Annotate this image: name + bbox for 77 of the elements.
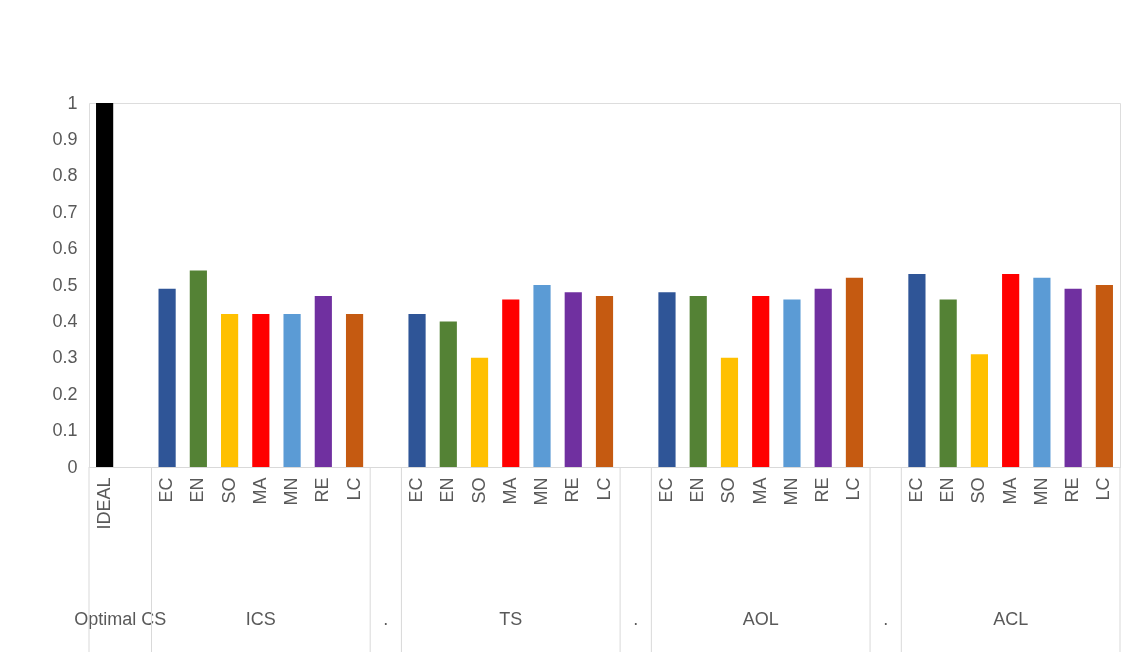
bar	[752, 295, 770, 467]
text: TS	[499, 609, 523, 629]
y-tick-label: 0.9	[52, 128, 78, 149]
x-tick-label: MA	[749, 477, 770, 505]
x-tick-label: EC	[406, 477, 427, 503]
bar	[408, 314, 426, 467]
x-tick-label: EC	[905, 477, 926, 503]
x-tick-label: RE	[312, 477, 333, 503]
text: .	[633, 609, 639, 629]
x-tick-label: EN	[437, 477, 458, 503]
bar	[939, 299, 957, 467]
x-tick-label: RE	[1062, 477, 1083, 503]
x-tick-label: LC	[843, 477, 864, 501]
bar	[658, 292, 676, 467]
y-tick-label: 0.8	[52, 165, 78, 186]
y-tick-label: 0.6	[52, 238, 78, 259]
bar	[720, 357, 739, 467]
x-tick-label: SO	[468, 477, 489, 504]
x-tick-label: EN	[687, 477, 708, 503]
y-tick-label: 0.3	[52, 347, 78, 368]
bar	[189, 270, 207, 467]
x-tick-label: EC	[156, 477, 177, 503]
x-tick-label: MN	[1030, 477, 1051, 506]
x-tick-label: MA	[499, 477, 520, 505]
text: Optimal CS	[74, 609, 167, 629]
y-tick-label: 0.1	[52, 420, 78, 441]
bar	[845, 277, 864, 467]
bar	[1002, 274, 1020, 467]
x-tick-label: MN	[281, 477, 302, 506]
x-tick-label: EN	[187, 477, 208, 503]
bar	[221, 314, 239, 467]
x-tick-label: MN	[780, 477, 801, 506]
bar	[345, 314, 364, 467]
y-tick-label: 0.2	[52, 383, 78, 404]
x-tick-label: LC	[1093, 477, 1114, 501]
x-tick-label: MA	[999, 477, 1020, 505]
bar	[970, 354, 988, 467]
bar	[283, 314, 301, 467]
x-tick-label: SO	[968, 477, 989, 504]
x-tick-label: IDEAL	[93, 477, 114, 530]
y-tick-label: 0.7	[52, 201, 78, 222]
text: .	[883, 609, 889, 629]
x-tick-label: EN	[937, 477, 958, 503]
bar	[908, 274, 926, 467]
x-tick-label: LC	[343, 477, 364, 501]
bar	[158, 288, 176, 467]
bar	[595, 295, 614, 467]
bar	[1095, 285, 1113, 467]
y-tick-label: 0.5	[52, 274, 78, 295]
x-tick-label: LC	[593, 477, 614, 501]
bar	[1033, 277, 1051, 467]
bar	[564, 292, 582, 467]
bar	[1064, 288, 1082, 467]
x-tick-label: SO	[218, 477, 239, 504]
bar	[96, 103, 114, 467]
x-tick-label: RE	[562, 477, 583, 503]
text: AOL	[742, 609, 779, 629]
bar	[439, 321, 457, 467]
bar	[783, 299, 801, 467]
y-tick-label: 0	[67, 456, 78, 477]
x-tick-label: MA	[249, 477, 270, 505]
bar	[689, 295, 707, 467]
x-tick-label: RE	[812, 477, 833, 503]
bar	[470, 357, 489, 467]
y-tick-label: 1	[67, 92, 78, 113]
bar	[814, 288, 832, 467]
text: .	[383, 609, 389, 629]
bar	[533, 285, 551, 467]
bar	[252, 314, 270, 467]
bar	[502, 299, 520, 467]
x-tick-label: SO	[718, 477, 739, 504]
text: ACL	[993, 609, 1029, 629]
bar	[314, 295, 332, 467]
x-tick-label: MN	[531, 477, 552, 506]
y-tick-label: 0.4	[52, 310, 78, 331]
x-tick-label: EC	[655, 477, 676, 503]
text: ICS	[245, 609, 276, 629]
